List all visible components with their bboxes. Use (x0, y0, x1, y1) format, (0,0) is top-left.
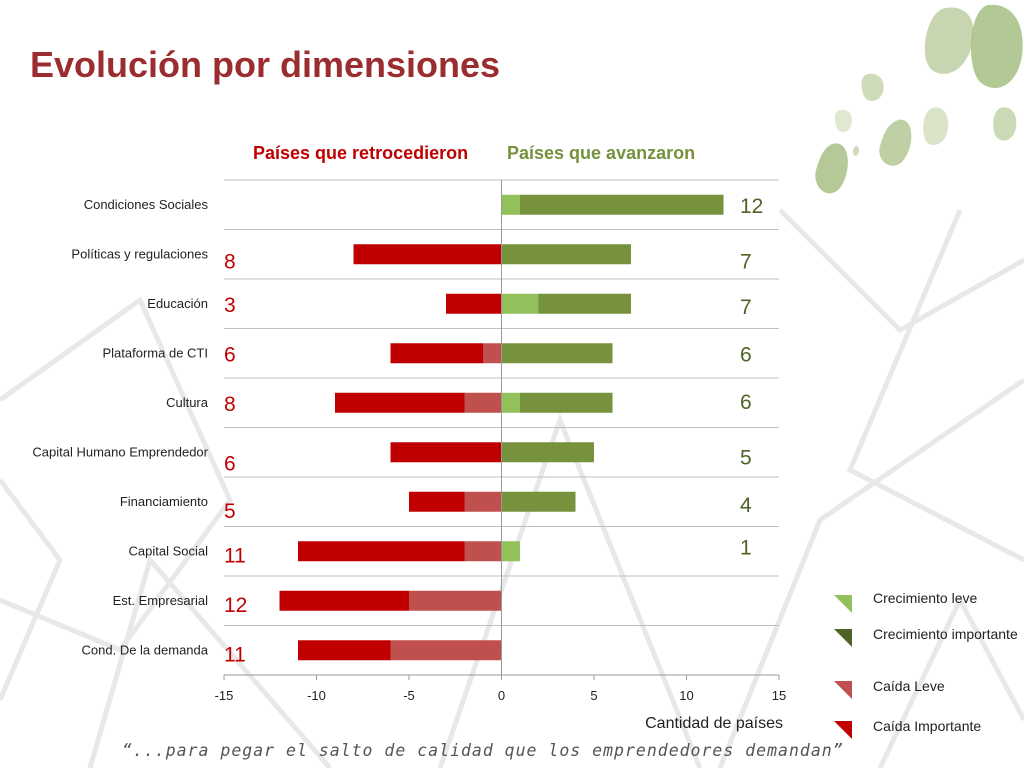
x-tick-label: 5 (590, 688, 597, 703)
retreat-count-label: 6 (224, 343, 236, 366)
x-axis-title: Cantidad de países (645, 715, 783, 732)
bar-segment (390, 343, 483, 364)
footer-quote: “...para pegar el salto de calidad que l… (122, 741, 844, 760)
category-label: Plataforma de CTI (103, 345, 209, 360)
retreat-count-label: 5 (224, 500, 236, 523)
legend-swatch-icon (834, 681, 852, 699)
bar-segment (501, 194, 520, 215)
retreat-count-label: 6 (224, 452, 236, 475)
advance-count-label: 12 (740, 195, 763, 218)
bar-segment (390, 442, 502, 463)
advance-count-label: 1 (740, 536, 752, 559)
page-title: Evolución por dimensiones (30, 44, 501, 85)
legend-label: Caída Importante (873, 718, 982, 734)
legend-swatch-icon (834, 721, 852, 739)
bar-segment (520, 392, 613, 413)
category-label: Cond. De la demanda (82, 642, 209, 657)
x-tick-label: -5 (403, 688, 415, 703)
bar-segment (298, 541, 465, 562)
category-label: Condiciones Sociales (84, 197, 209, 212)
x-tick-label: 15 (772, 688, 786, 703)
bar-segment (464, 392, 502, 413)
bar-segment (464, 491, 502, 512)
retreat-count-label: 8 (224, 250, 236, 273)
bar-segment (501, 293, 539, 314)
bar-segment (501, 541, 520, 562)
category-label: Políticas y regulaciones (71, 246, 208, 261)
legend-swatch-icon (834, 629, 852, 647)
x-tick-label: -10 (307, 688, 326, 703)
header-advance: Países que avanzaron (507, 143, 696, 163)
bar-segment (464, 541, 502, 562)
advance-count-label: 6 (740, 391, 752, 414)
bar-segment (279, 590, 409, 611)
header-retreat: Países que retrocedieron (253, 143, 469, 163)
retreat-count-label: 8 (224, 393, 236, 416)
bar-segment (501, 343, 613, 364)
legend-label: Crecimiento importante (873, 626, 1018, 642)
advance-count-label: 7 (740, 250, 752, 273)
bar-segment (335, 392, 465, 413)
legend-label: Caída Leve (873, 678, 945, 694)
bar-segment (501, 491, 576, 512)
bar-segment (446, 293, 502, 314)
retreat-count-label: 12 (224, 594, 247, 617)
advance-count-label: 7 (740, 296, 752, 319)
category-label: Cultura (166, 395, 209, 410)
bar-segment (483, 343, 502, 364)
legend-label: Crecimiento leve (873, 590, 978, 606)
category-label: Capital Humano Emprendedor (32, 444, 208, 459)
bar-segment (520, 194, 724, 215)
bar-segment (501, 392, 520, 413)
x-tick-label: -15 (215, 688, 234, 703)
x-tick-label: 0 (498, 688, 505, 703)
advance-count-label: 5 (740, 446, 752, 469)
x-tick-label: 10 (679, 688, 693, 703)
bar-segment (298, 640, 391, 661)
bar-segment (538, 293, 631, 314)
category-label: Est. Empresarial (113, 593, 208, 608)
category-label: Educación (147, 296, 208, 311)
retreat-count-label: 11 (224, 544, 246, 567)
advance-count-label: 4 (740, 494, 752, 517)
bar-segment (353, 244, 502, 265)
advance-count-label: 6 (740, 343, 752, 366)
bar-segment (409, 590, 502, 611)
bar-segment (501, 244, 631, 265)
bar-segment (501, 442, 594, 463)
bar-segment (409, 491, 465, 512)
retreat-count-label: 11 (224, 643, 246, 666)
legend-swatch-icon (834, 595, 852, 613)
category-label: Financiamiento (120, 494, 208, 509)
category-label: Capital Social (129, 543, 209, 558)
bar-segment (390, 640, 502, 661)
retreat-count-label: 3 (224, 294, 236, 317)
